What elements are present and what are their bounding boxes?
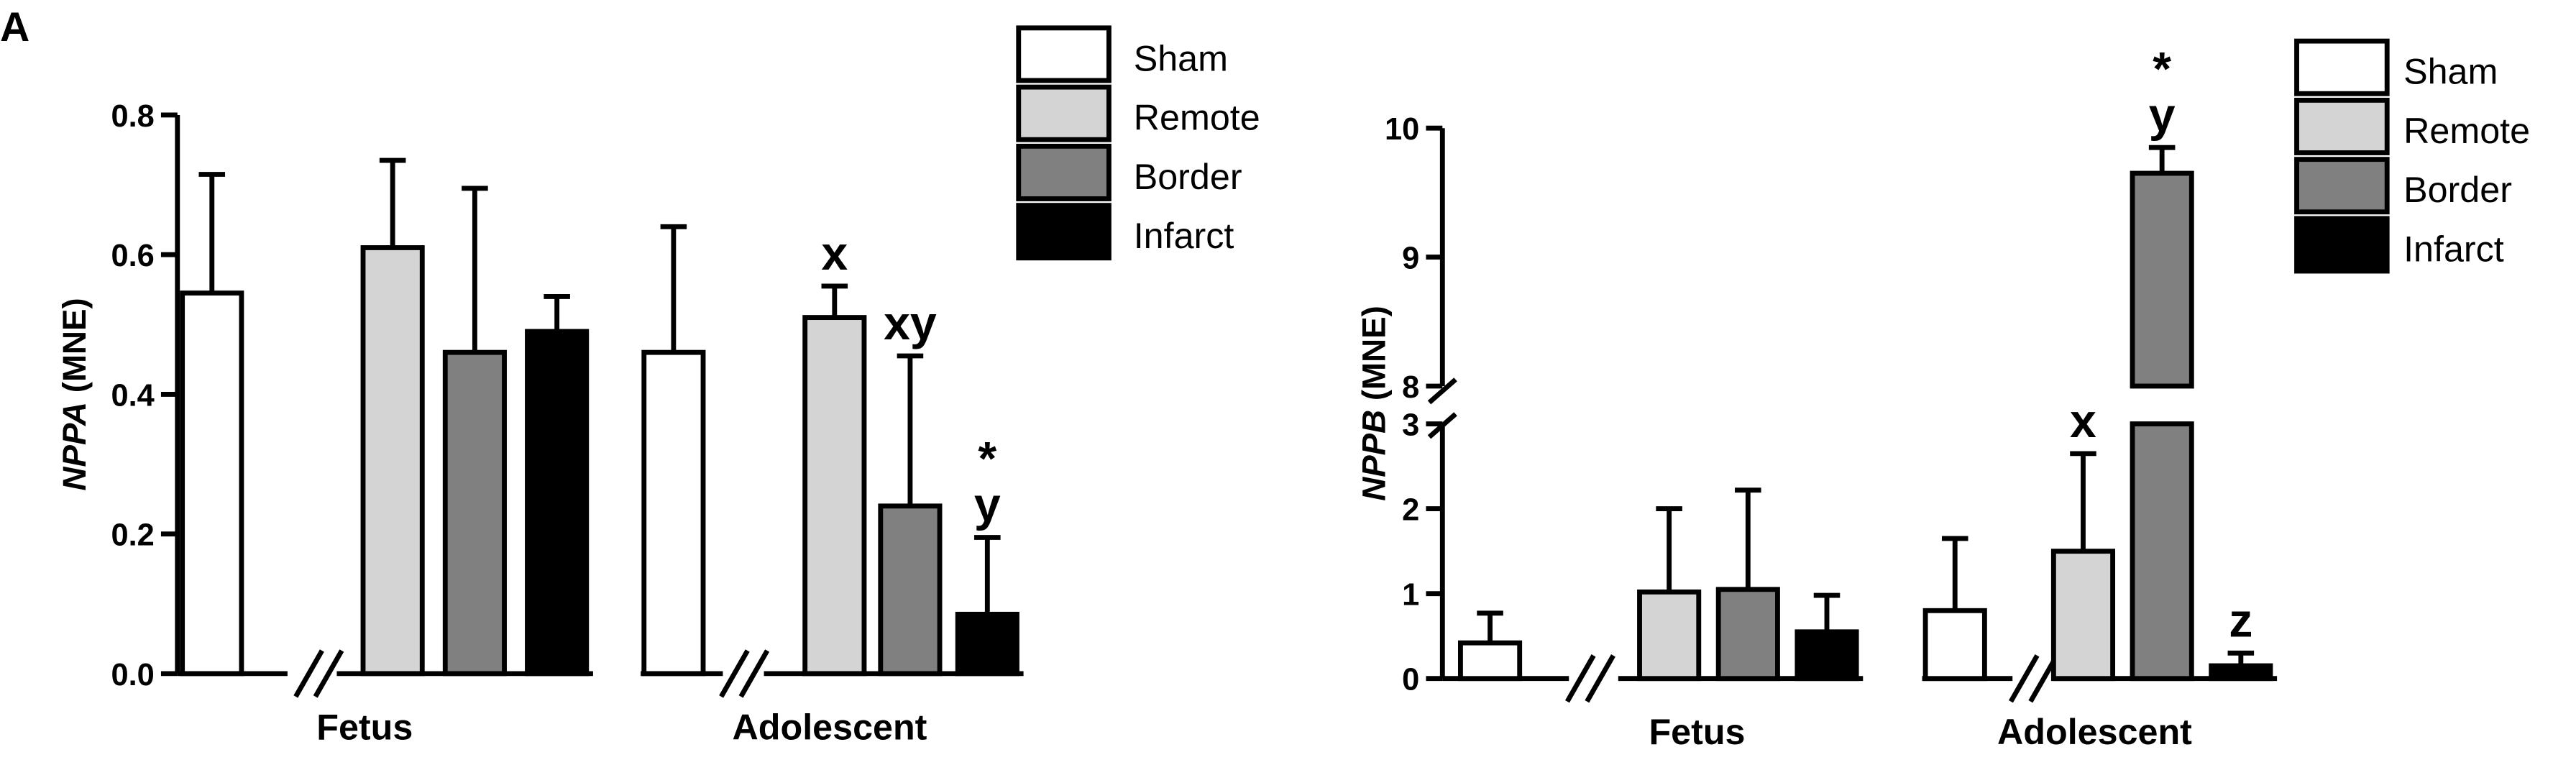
x-axis-break-mark [1564,654,1596,703]
legend-label-border: Border [2403,169,2512,210]
y-tick-label: 0.2 [111,518,154,553]
significance-annotation-line: xy [884,297,937,350]
x-axis-break-mark [2008,654,2040,703]
y-tick-label: 1 [1402,578,1419,613]
significance-annotation: z [2229,594,2252,647]
bar-border [442,349,507,677]
y-tick-label: 9 [1402,242,1419,276]
group-label-fetus: Fetus [1649,711,1745,752]
bar-infarct [525,329,590,677]
legend-swatch-remote [2294,97,2390,155]
y-axis-label-gene: NPPA [56,402,93,491]
bar-border [1715,587,1780,682]
significance-annotation-line: x [821,227,848,280]
significance-annotation-line: y [2149,88,2176,142]
significance-annotation: * y [974,433,1001,532]
bar-sham [180,290,244,677]
group-label-adolescent: Adolescent [732,706,927,747]
x-axis-break-mark [738,649,770,698]
significance-annotation: x [821,227,848,280]
y-tick-label: 3 [1402,408,1419,443]
bar-sham [1458,640,1523,682]
y-axis-label: NPPB (MNE) [1355,306,1392,501]
legend-label-infarct: Infarct [2403,228,2504,269]
y-axis-label-gene: NPPB [1355,410,1392,501]
group-label-adolescent: Adolescent [1997,711,2192,752]
bar-infarct [1795,629,1859,682]
bar-border [2130,421,2194,682]
legend-label-remote: Remote [2403,110,2530,151]
y-tick-label: 0.6 [111,239,154,273]
significance-annotation-line: y [974,479,1001,532]
y-tick-label: 0.4 [111,378,154,413]
legend-swatch-remote [1016,84,1111,142]
legend-swatch-infarct [1016,203,1111,261]
x-axis-break-mark [313,649,344,698]
figure-root: A 0.0 0.2 0.4 0.6 0.8 NPPA (MNE) Fetus Adolescen… [0,4,2530,752]
group-label-fetus: Fetus [316,706,413,747]
legend-swatch-border [2294,157,2390,215]
bar-remote [360,245,425,677]
axis-break-mark [1427,377,1457,405]
bar-remote [1637,589,1702,682]
legend-swatch-sham [1016,25,1111,83]
y-axis-label: NPPA (MNE) [56,298,93,490]
bar-remote [802,315,867,677]
y-tick-label: 0.8 [111,99,154,134]
y-axis-label-unit: (MNE) [56,298,93,402]
y-tick-label: 0.0 [111,658,154,692]
significance-annotation-line: * [978,433,996,486]
significance-annotation-line: * [2153,42,2171,96]
bar-border [2130,170,2194,389]
y-tick-label: 10 [1385,112,1419,147]
x-axis-break-mark [719,649,750,698]
significance-annotation-line: x [2070,395,2096,448]
significance-annotation-line: z [2229,594,2252,647]
legend-swatch-border [1016,143,1111,201]
y-tick-label: 0 [1402,663,1419,697]
x-axis-break-mark [1585,654,1615,703]
legend-label-infarct: Infarct [1134,215,1234,256]
bar-remote [2050,549,2116,682]
significance-annotation: x [2070,395,2096,448]
bar-sham [641,349,706,677]
bar-infarct [2209,663,2273,682]
x-axis-break-mark [293,649,324,698]
bar-infarct [955,611,1019,677]
legend-label-sham: Sham [1134,37,1228,78]
bar-border [878,503,943,677]
significance-annotation: * y [2149,42,2176,142]
legend-swatch-infarct [2294,216,2390,274]
significance-annotation: xy [884,297,937,350]
y-tick-label: 8 [1402,370,1419,405]
legend-label-remote: Remote [1134,97,1260,138]
y-axis-label-unit: (MNE) [1355,306,1392,410]
legend-label-sham: Sham [2403,51,2498,92]
legend-label-border: Border [1134,156,1242,197]
panel-label-a: A [0,4,29,50]
legend-swatch-sham [2294,38,2390,96]
bar-sham [1922,608,1987,682]
y-tick-label: 2 [1402,493,1419,528]
